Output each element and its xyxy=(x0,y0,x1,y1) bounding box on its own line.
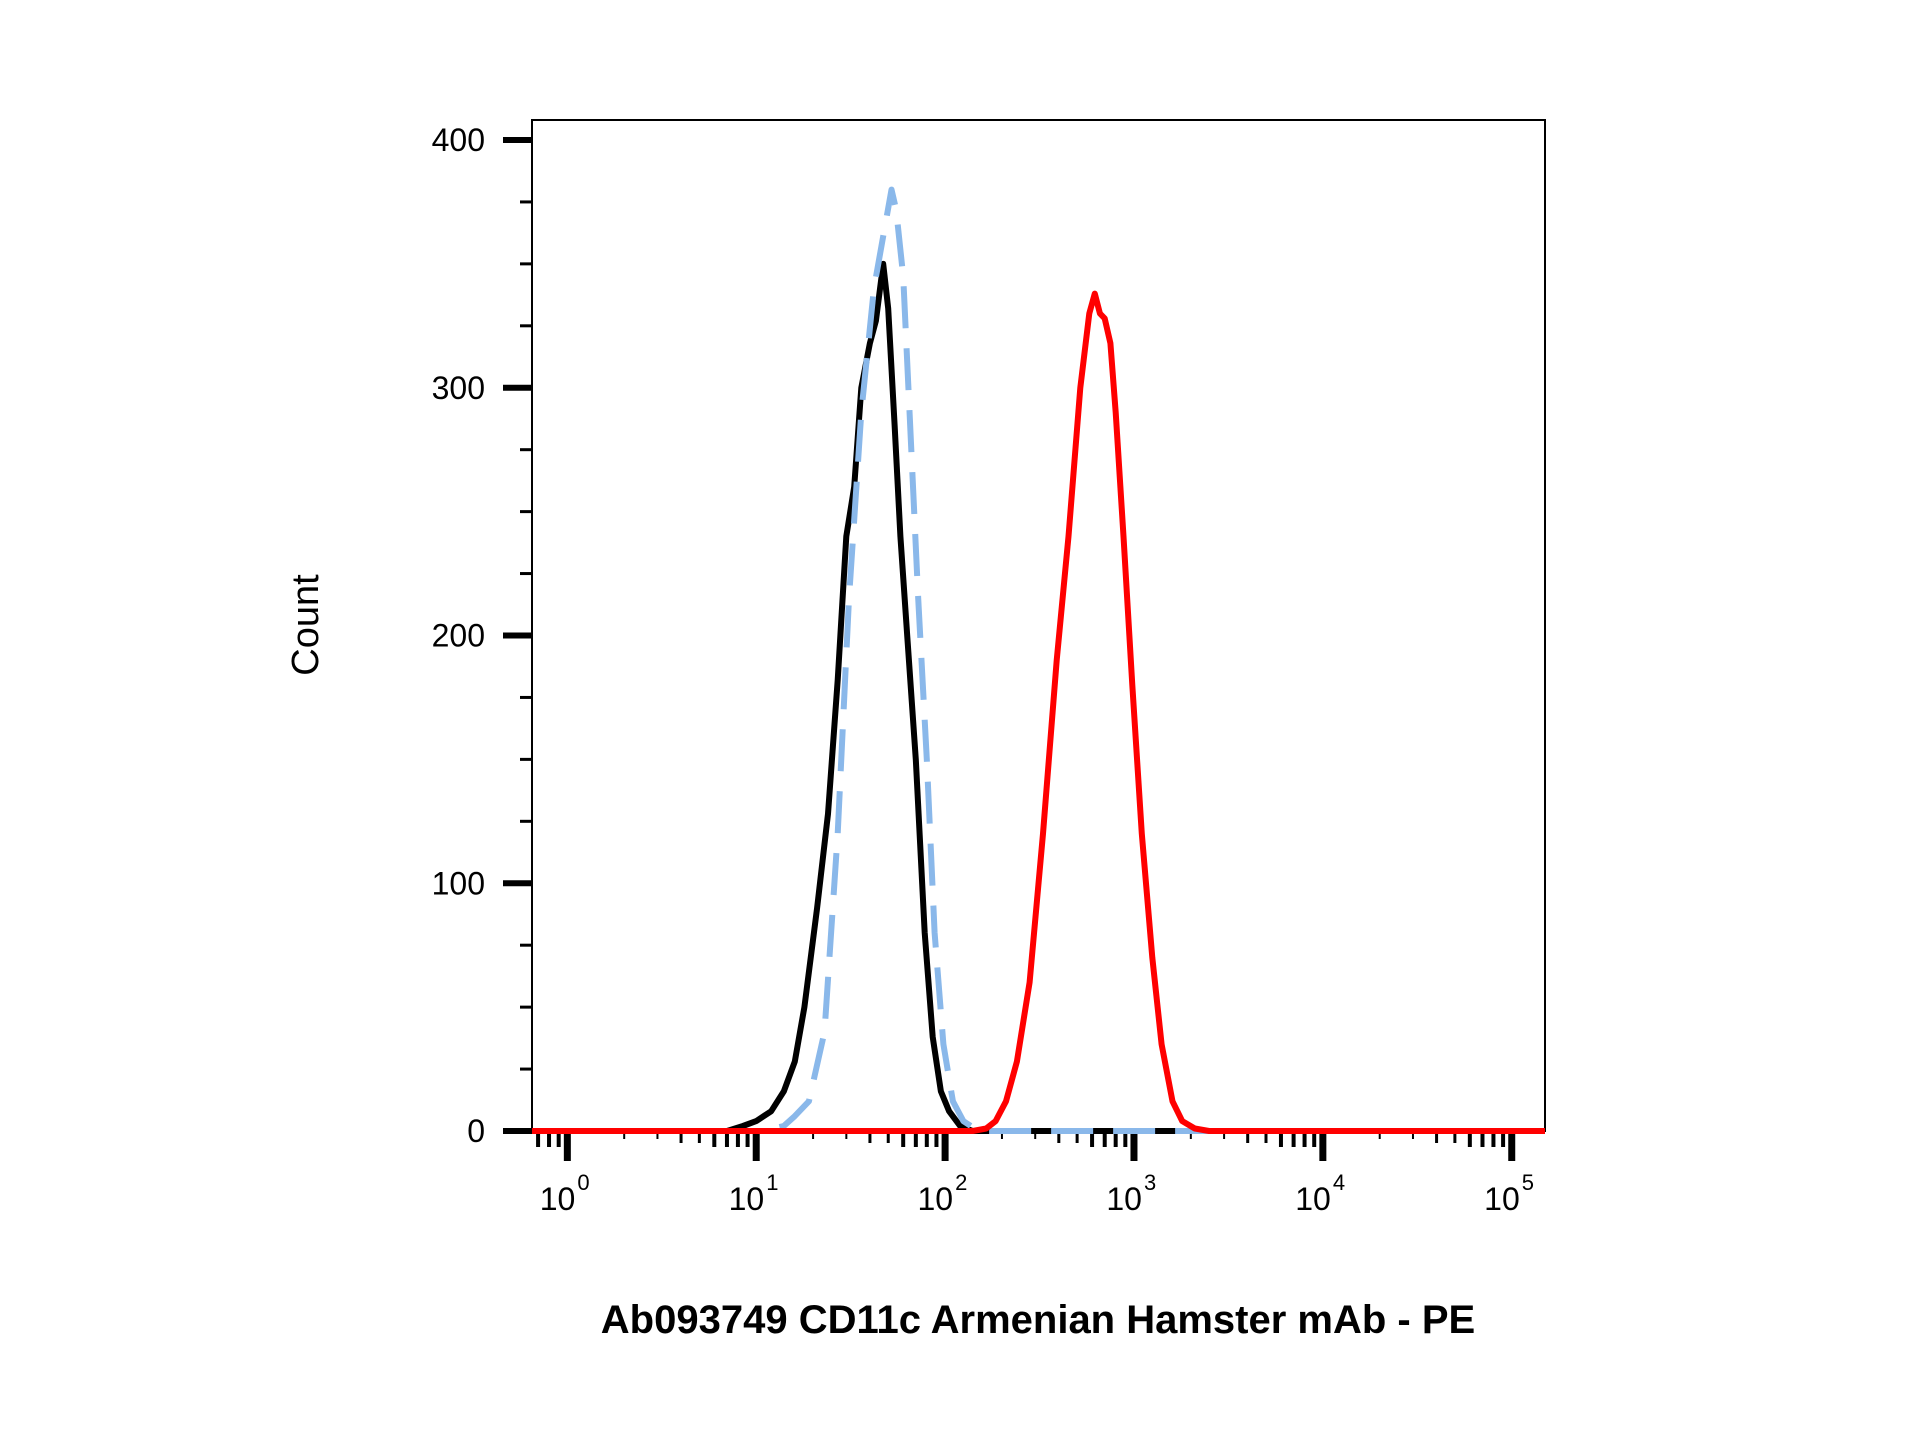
y-tick-label: 0 xyxy=(467,1113,485,1149)
x-tick-base: 10 xyxy=(1484,1181,1520,1217)
x-tick-exponent: 4 xyxy=(1333,1170,1345,1195)
x-tick-label: 10 2 xyxy=(918,1170,968,1217)
histogram-series-2 xyxy=(532,186,1545,1134)
x-tick-label: 10 5 xyxy=(1484,1170,1534,1217)
x-tick-base: 10 xyxy=(918,1181,954,1217)
series-layer xyxy=(532,186,1545,1134)
x-tick-exponent: 2 xyxy=(955,1170,967,1195)
plot-frame xyxy=(531,119,1546,1132)
x-tick-base: 10 xyxy=(540,1181,576,1217)
y-tick-label: 400 xyxy=(432,122,485,158)
x-axis-title: Ab093749 CD11c Armenian Hamster mAb - PE xyxy=(601,1298,1475,1342)
x-axis: 10 0 10 1 10 2 10 3 10 4 10 5 xyxy=(536,1131,1534,1217)
x-tick-label: 10 4 xyxy=(1295,1170,1345,1217)
y-axis: 0 100 200 300 400 xyxy=(432,122,532,1149)
x-tick-base: 10 xyxy=(1106,1181,1142,1217)
y-tick-label: 100 xyxy=(432,865,485,901)
histogram-series-1 xyxy=(532,260,1545,1134)
x-tick-exponent: 1 xyxy=(766,1170,778,1195)
x-tick-label: 10 1 xyxy=(729,1170,779,1217)
x-tick-exponent: 5 xyxy=(1522,1170,1534,1195)
x-tick-base: 10 xyxy=(729,1181,765,1217)
y-axis-title: Count xyxy=(285,574,327,676)
x-tick-exponent: 0 xyxy=(577,1170,589,1195)
x-tick-label: 10 3 xyxy=(1106,1170,1156,1217)
histogram-series-3 xyxy=(532,290,1545,1134)
x-tick-label: 10 0 xyxy=(540,1170,590,1217)
y-tick-label: 300 xyxy=(432,370,485,406)
y-tick-label: 200 xyxy=(432,618,485,654)
x-tick-exponent: 3 xyxy=(1144,1170,1156,1195)
x-tick-base: 10 xyxy=(1295,1181,1331,1217)
